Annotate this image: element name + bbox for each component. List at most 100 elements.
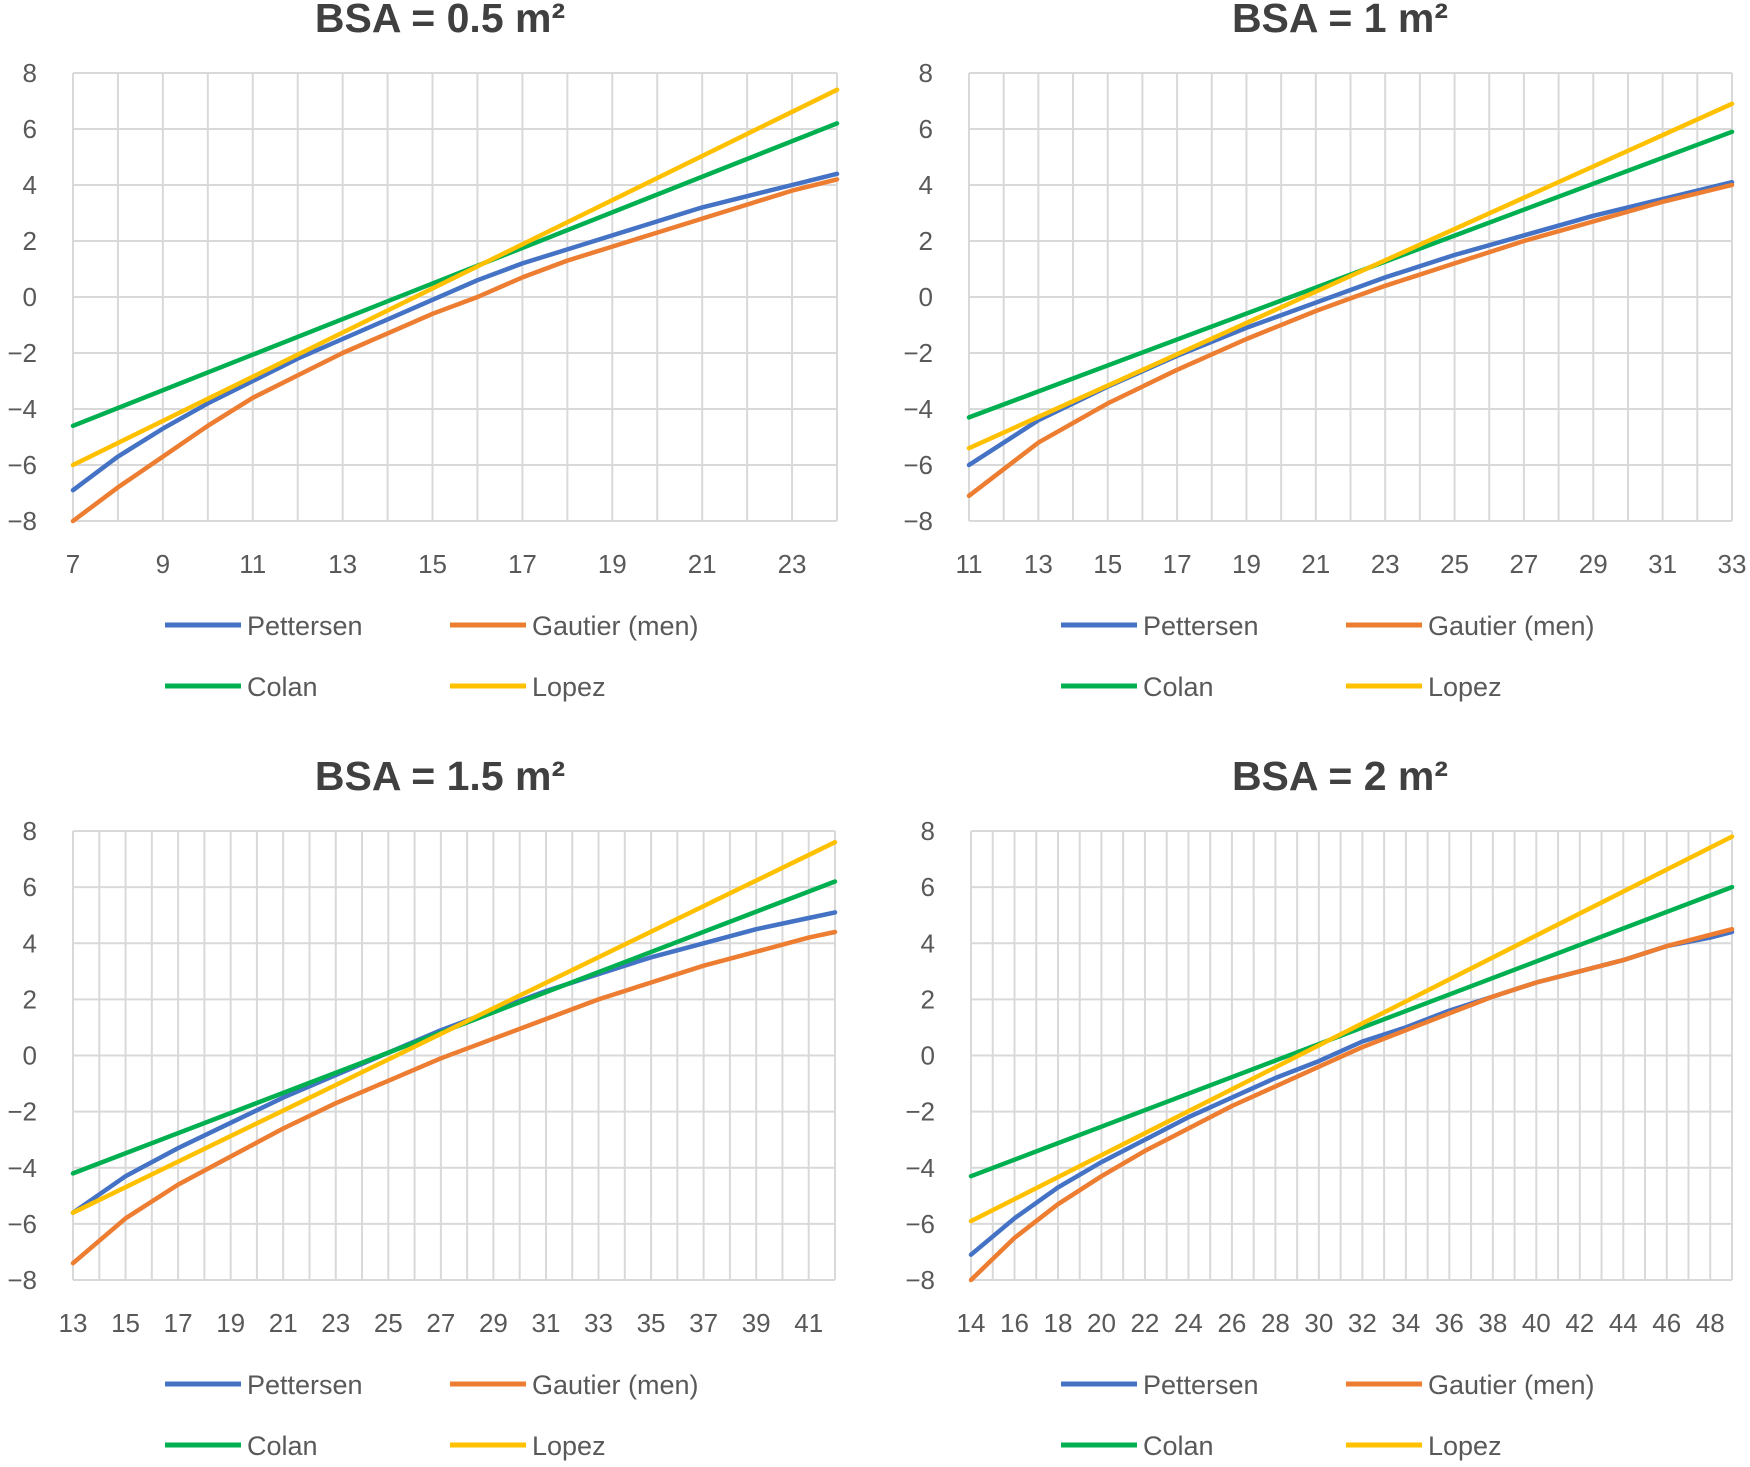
legend-item: Pettersen (165, 1370, 363, 1400)
x-tick-label: 21 (688, 549, 717, 579)
legend-item: Pettersen (1061, 1370, 1259, 1400)
x-tick-label: 23 (778, 549, 807, 579)
x-tick-label: 35 (637, 1308, 666, 1338)
x-tick-label: 23 (1371, 549, 1400, 579)
legend-item: Pettersen (1061, 611, 1259, 641)
legend-label: Gautier (men) (1428, 611, 1595, 641)
legend-item: Pettersen (165, 611, 363, 641)
y-tick-label: 8 (919, 58, 933, 88)
legend-label: Colan (1143, 1431, 1214, 1461)
x-tick-label: 7 (66, 549, 80, 579)
y-tick-label: 6 (23, 872, 37, 902)
x-tick-label: 19 (598, 549, 627, 579)
x-tick-label: 48 (1696, 1308, 1725, 1338)
x-tick-label: 19 (1232, 549, 1261, 579)
x-tick-label: 13 (328, 549, 357, 579)
legend-item: Gautier (men) (450, 1370, 699, 1400)
y-tick-label: 8 (23, 58, 37, 88)
y-tick-label: −6 (903, 450, 933, 480)
x-tick-label: 42 (1565, 1308, 1594, 1338)
legend-item: Colan (1061, 672, 1214, 702)
x-tick-label: 19 (216, 1308, 245, 1338)
series-line-gautier-men (70, 929, 838, 1266)
x-tick-label: 17 (164, 1308, 193, 1338)
y-tick-label: 2 (23, 984, 37, 1014)
y-tick-label: −8 (7, 506, 37, 536)
series-line-colan (70, 121, 840, 429)
y-tick-label: 8 (921, 816, 935, 846)
legend-item: Gautier (men) (1346, 1370, 1595, 1400)
y-tick-label: −2 (903, 338, 933, 368)
y-tick-label: 0 (23, 1041, 37, 1071)
x-tick-label: 11 (239, 549, 266, 579)
x-tick-label: 33 (1718, 549, 1747, 579)
legend-label: Colan (1143, 672, 1214, 702)
x-tick-label: 30 (1304, 1308, 1333, 1338)
legend-label: Gautier (men) (532, 1370, 699, 1400)
x-tick-label: 38 (1478, 1308, 1507, 1338)
y-tick-label: −4 (7, 1153, 37, 1183)
legend-item: Gautier (men) (1346, 611, 1595, 641)
y-tick-label: 0 (919, 282, 933, 312)
legend-label: Gautier (men) (532, 611, 699, 641)
x-tick-label: 28 (1261, 1308, 1290, 1338)
x-tick-label: 23 (321, 1308, 350, 1338)
y-tick-label: 6 (919, 114, 933, 144)
y-tick-label: 2 (921, 984, 935, 1014)
series-line-gautier-men (968, 926, 1735, 1283)
x-tick-label: 24 (1174, 1308, 1203, 1338)
x-tick-label: 20 (1087, 1308, 1116, 1338)
y-tick-label: −8 (7, 1265, 37, 1295)
y-tick-label: 4 (921, 928, 935, 958)
x-tick-label: 25 (1440, 549, 1469, 579)
y-tick-label: 4 (919, 170, 933, 200)
series-line-pettersen (70, 171, 840, 493)
x-tick-label: 29 (479, 1308, 508, 1338)
legend-item: Colan (165, 672, 318, 702)
legend-item: Lopez (1346, 672, 1502, 702)
x-tick-label: 25 (374, 1308, 403, 1338)
x-tick-label: 33 (584, 1308, 613, 1338)
legend-label: Pettersen (1143, 611, 1259, 641)
x-tick-label: 13 (1024, 549, 1053, 579)
x-tick-label: 17 (1163, 549, 1192, 579)
series-line-lopez (968, 834, 1735, 1224)
chart-title: BSA = 1 m² (1232, 0, 1448, 41)
x-tick-label: 34 (1391, 1308, 1420, 1338)
x-tick-label: 21 (269, 1308, 298, 1338)
chart-title: BSA = 0.5 m² (315, 0, 565, 41)
chart-title: BSA = 1.5 m² (315, 753, 565, 799)
legend-label: Colan (247, 672, 318, 702)
y-tick-label: 4 (23, 928, 37, 958)
x-tick-label: 27 (1509, 549, 1538, 579)
y-tick-label: −6 (905, 1209, 935, 1239)
x-tick-label: 26 (1217, 1308, 1246, 1338)
y-tick-label: −8 (905, 1265, 935, 1295)
x-tick-label: 32 (1348, 1308, 1377, 1338)
x-tick-label: 44 (1609, 1308, 1638, 1338)
y-tick-label: 6 (921, 872, 935, 902)
y-tick-label: 2 (919, 226, 933, 256)
x-tick-label: 13 (59, 1308, 88, 1338)
legend-label: Lopez (532, 672, 606, 702)
legend-label: Pettersen (247, 611, 363, 641)
series-line-pettersen (968, 929, 1735, 1257)
legend-item: Lopez (1346, 1431, 1502, 1461)
legend-label: Gautier (men) (1428, 1370, 1595, 1400)
legend-item: Colan (1061, 1431, 1214, 1461)
x-tick-label: 31 (1648, 549, 1677, 579)
legend-label: Pettersen (1143, 1370, 1259, 1400)
series-line-gautier-men (70, 177, 840, 524)
y-tick-label: 8 (23, 816, 37, 846)
legend-label: Lopez (532, 1431, 606, 1461)
y-tick-label: −8 (903, 506, 933, 536)
x-tick-label: 15 (418, 549, 447, 579)
legend-item: Lopez (450, 672, 606, 702)
x-tick-label: 21 (1301, 549, 1330, 579)
legend-item: Lopez (450, 1431, 606, 1461)
y-tick-label: 0 (921, 1041, 935, 1071)
y-tick-label: 6 (23, 114, 37, 144)
x-tick-label: 36 (1435, 1308, 1464, 1338)
legend-item: Gautier (men) (450, 611, 699, 641)
